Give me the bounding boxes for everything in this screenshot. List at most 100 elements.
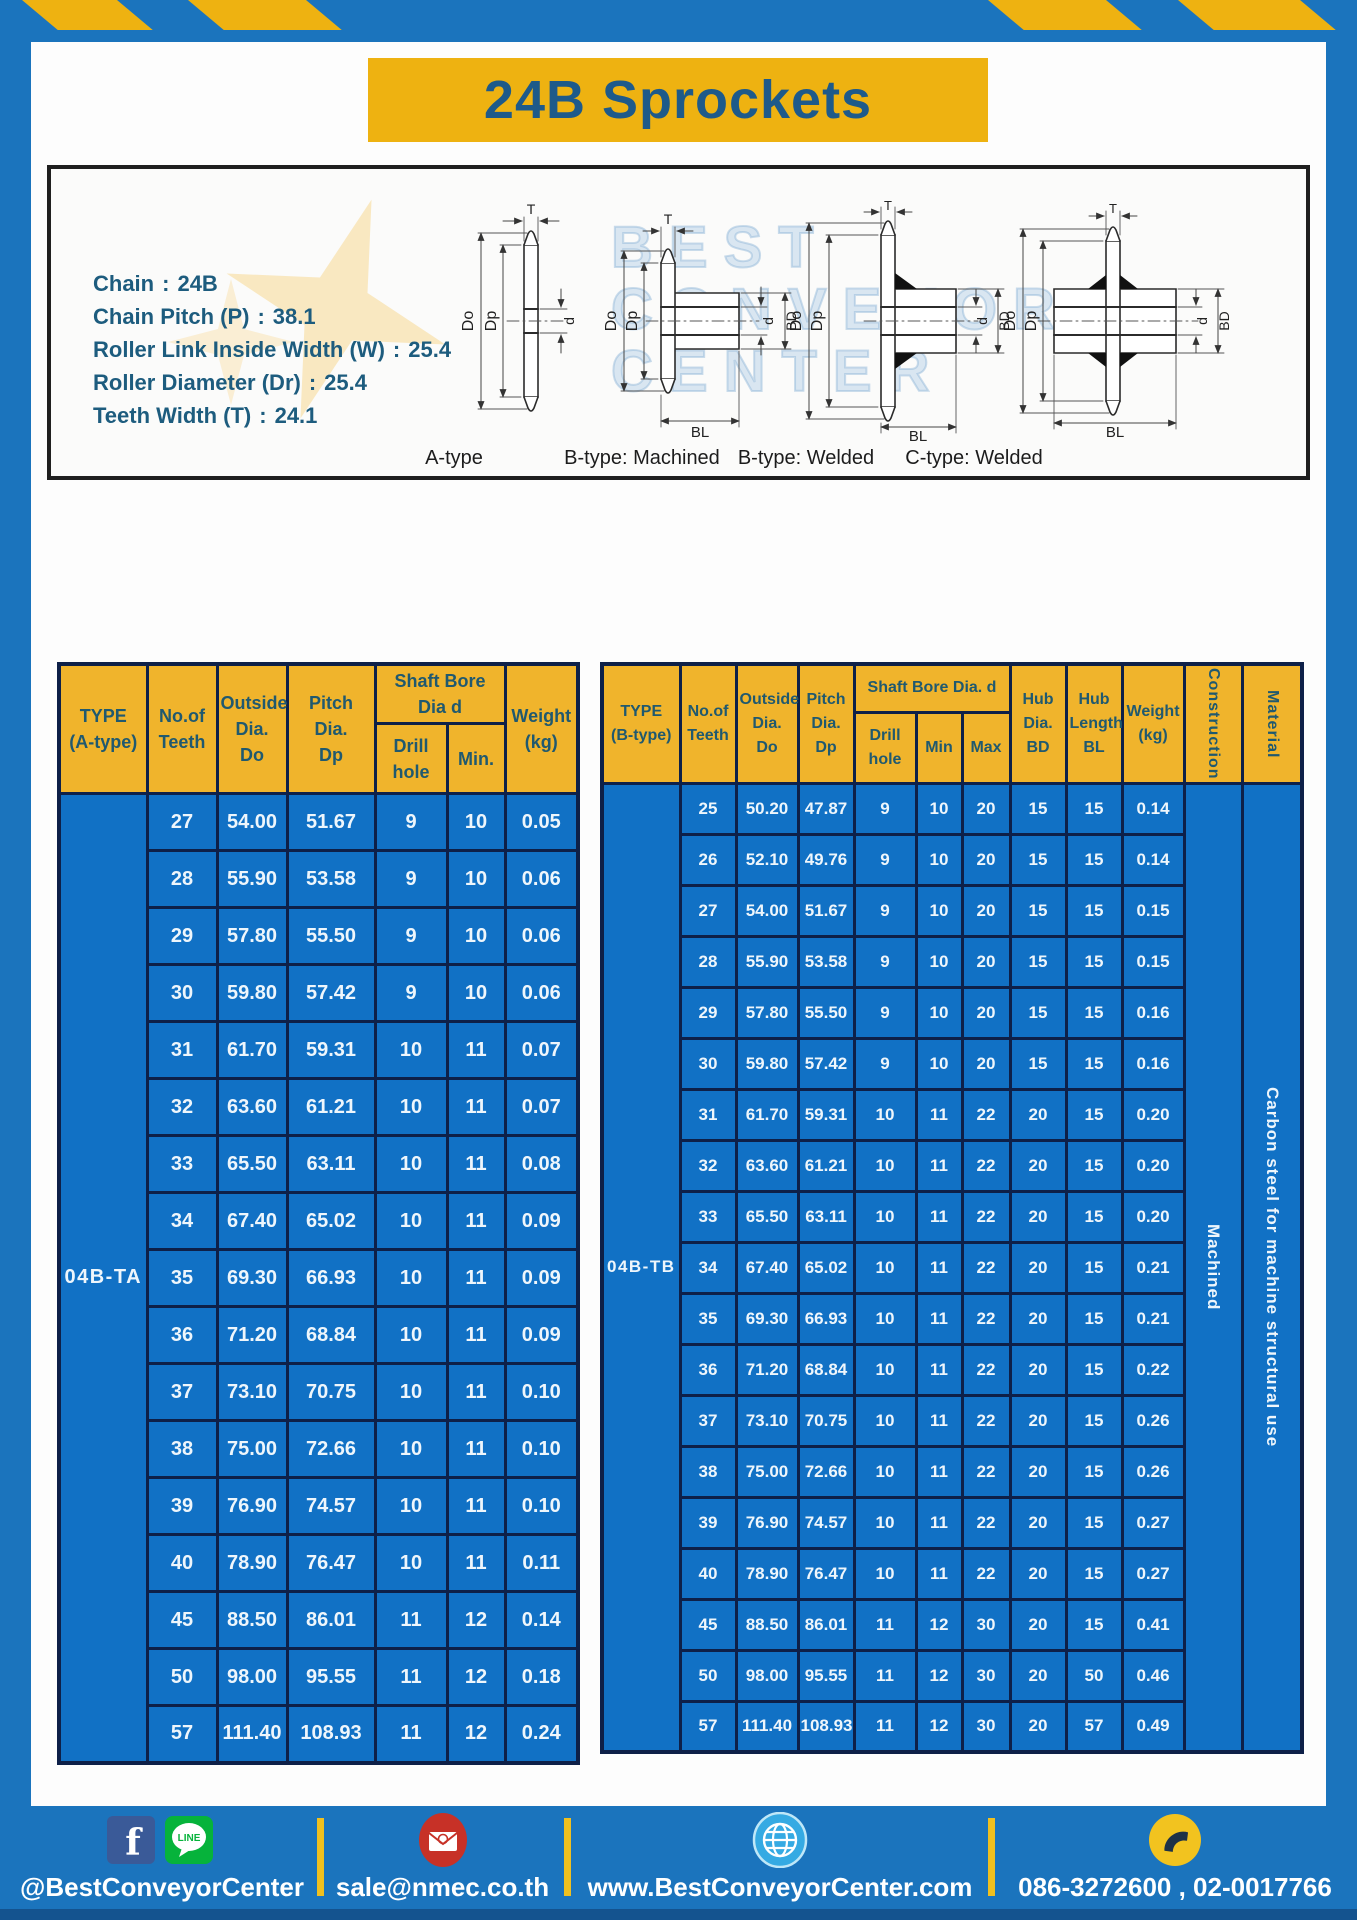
data-cell: 10 [373, 1476, 449, 1536]
type-value-cell: 04B-TB [600, 781, 682, 1754]
data-cell: 0.20 [1120, 1138, 1186, 1193]
website-url[interactable]: www.BestConveyorCenter.com [587, 1872, 973, 1902]
data-cell: 30 [960, 1648, 1012, 1703]
data-cell: 9 [373, 792, 449, 852]
data-cell: 30 [678, 1036, 738, 1091]
data-cell: 11 [914, 1393, 964, 1448]
data-cell: 111.40 [734, 1699, 800, 1754]
dim-label-t: T [884, 201, 892, 213]
data-cell: 10 [914, 832, 964, 887]
data-cell: 10 [373, 1191, 449, 1251]
data-cell: 37 [145, 1362, 219, 1422]
data-cell: 95.55 [285, 1647, 377, 1707]
data-cell: 63.11 [796, 1189, 856, 1244]
data-cell: 78.90 [215, 1533, 289, 1593]
data-cell: 10 [373, 1533, 449, 1593]
data-cell: 51.67 [796, 883, 856, 938]
spec-colon: : [259, 403, 267, 428]
data-cell: 38 [145, 1419, 219, 1479]
data-cell: 11 [373, 1647, 449, 1707]
data-cell: 11 [914, 1444, 964, 1499]
table-row: 36 71.20 68.84 10 11 0.09 [59, 1305, 580, 1365]
data-cell: 10 [852, 1291, 918, 1346]
data-cell: 53.58 [285, 849, 377, 909]
data-cell: 59.80 [215, 963, 289, 1023]
table-row: 31 61.70 59.31 10 11 22 20 15 0.20 [602, 1087, 1302, 1142]
footer-divider [564, 1818, 571, 1896]
data-cell: 45 [678, 1597, 738, 1652]
diagram-panel: BEST CONVEYOR CENTER Chain:24B Chain Pitc… [47, 165, 1310, 480]
data-cell: 0.41 [1120, 1597, 1186, 1652]
table-row: 33 65.50 63.11 10 11 22 20 15 0.20 [602, 1189, 1302, 1244]
spec-label: Teeth Width (T) [93, 403, 252, 428]
data-cell: 54.00 [215, 792, 289, 852]
data-cell: 26 [678, 832, 738, 887]
spec-value: 38.1 [272, 304, 316, 329]
footer-social-segment[interactable]: f LINE @BestConveyorCenter [20, 1812, 304, 1903]
data-cell: 11 [852, 1699, 918, 1754]
footer-website-segment[interactable]: www.BestConveyorCenter.com [585, 1812, 975, 1903]
data-cell: 74.57 [796, 1495, 856, 1550]
table-row: 26 52.10 49.76 9 10 20 15 15 0.14 [602, 832, 1302, 887]
globe-icon[interactable] [752, 1812, 808, 1868]
data-cell: 15 [1008, 781, 1068, 836]
table-row: 32 63.60 61.21 10 11 22 20 15 0.20 [602, 1138, 1302, 1193]
table-row: 04B-TB 25 50.20 47.87 9 10 20 15 15 0.14 Machined C… [600, 781, 1304, 1754]
table-row: 27 54.00 51.67 9 10 20 15 15 0.15 [602, 883, 1302, 938]
data-cell: 0.14 [503, 1590, 580, 1650]
line-icon[interactable]: LINE [164, 1815, 214, 1865]
data-cell: 0.16 [1120, 1036, 1186, 1091]
data-cell: 15 [1064, 1036, 1124, 1091]
data-cell: 50 [1064, 1648, 1124, 1703]
data-cell: 20 [1008, 1291, 1068, 1346]
data-cell: 10 [852, 1546, 918, 1601]
data-cell: 71.20 [734, 1342, 800, 1397]
table-a-type: TYPE (A-type) No.of Teeth Outside Dia. D… [57, 662, 580, 1765]
dim-label-do: Do [788, 311, 805, 332]
data-cell: 12 [445, 1590, 507, 1650]
social-handle[interactable]: @BestConveyorCenter [20, 1872, 304, 1902]
drawing-c-type-welded: T Do Dp d BD BL [1002, 201, 1232, 441]
data-cell: 57.80 [734, 985, 800, 1040]
col-header-teeth: No.of Teeth [145, 662, 219, 795]
data-cell: 59.31 [796, 1087, 856, 1142]
phone-numbers[interactable]: 086-3272600 , 02-0017766 [1018, 1872, 1332, 1902]
footer-phone-segment[interactable]: 086-3272600 , 02-0017766 [1005, 1812, 1345, 1903]
footer-divider [317, 1818, 324, 1896]
title-banner: 24B Sprockets [368, 58, 988, 142]
spec-value: 25.4 [408, 337, 452, 362]
dim-label-bl: BL [1106, 424, 1124, 441]
data-cell: 20 [1008, 1189, 1068, 1244]
data-cell: 22 [960, 1546, 1012, 1601]
spec-line: Chain Pitch (P):38.1 [93, 300, 451, 333]
facebook-icon[interactable]: f [106, 1815, 156, 1865]
data-cell: 20 [960, 985, 1012, 1040]
email-icon[interactable] [415, 1812, 471, 1868]
contact-footer: f LINE @BestConveyorCenter [0, 1806, 1357, 1920]
data-cell: 10 [914, 985, 964, 1040]
data-cell: 0.08 [503, 1134, 580, 1194]
dim-label-d: d [561, 317, 577, 325]
data-cell: 10 [852, 1444, 918, 1499]
line-badge-text: LINE [178, 1833, 201, 1844]
data-cell: 47.87 [796, 781, 856, 836]
data-cell: 39 [145, 1476, 219, 1536]
data-cell: 49.76 [796, 832, 856, 887]
dim-label-do: Do [460, 311, 477, 332]
col-header-type: TYPE (A-type) [57, 662, 149, 795]
table-row: 31 61.70 59.31 10 11 0.07 [59, 1020, 580, 1080]
col-header-teeth: No.of Teeth [678, 662, 738, 785]
data-cell: 11 [914, 1342, 964, 1397]
col-header-shaft-bore: Shaft Bore Dia. d [852, 662, 1012, 714]
table-row: 33 65.50 63.11 10 11 0.08 [59, 1134, 580, 1194]
data-cell: 20 [960, 1036, 1012, 1091]
footer-email-segment[interactable]: sale@nmec.co.th [335, 1812, 550, 1903]
phone-icon[interactable] [1147, 1812, 1203, 1868]
data-cell: 59.80 [734, 1036, 800, 1091]
data-cell: 15 [1064, 1597, 1124, 1652]
data-cell: 0.07 [503, 1077, 580, 1137]
data-cell: 11 [445, 1305, 507, 1365]
data-cell: 11 [445, 1077, 507, 1137]
email-address[interactable]: sale@nmec.co.th [335, 1872, 550, 1902]
